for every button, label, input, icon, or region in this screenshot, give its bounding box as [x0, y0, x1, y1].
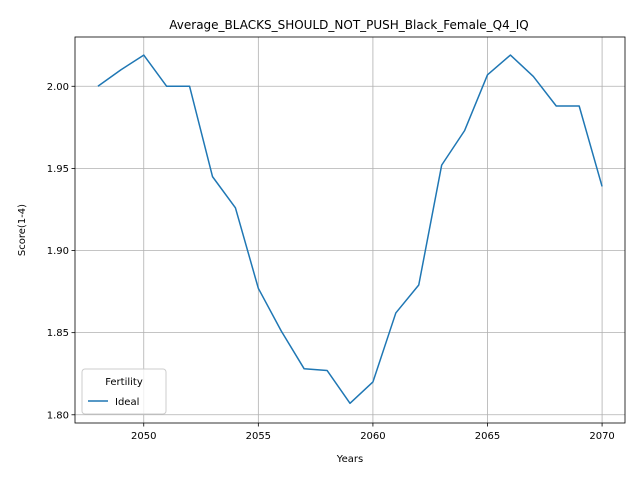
y-axis-label: Score(1-4)	[17, 204, 28, 256]
legend-title: Fertility	[105, 377, 143, 388]
x-tick-label: 2065	[475, 431, 500, 442]
y-tick-label: 1.85	[47, 328, 69, 339]
grid-lines	[75, 37, 625, 423]
x-tick-label: 2070	[589, 431, 614, 442]
legend: Fertility Ideal	[81, 368, 167, 415]
axis-ticks: 2050 2055 2060 2065 2070 1.80 1.85 1.90 1.95 2.00	[47, 82, 615, 442]
series-line-ideal	[97, 54, 603, 405]
x-tick-label: 2050	[131, 431, 156, 442]
y-tick-label: 1.90	[47, 246, 69, 257]
y-tick-label: 1.95	[47, 164, 69, 175]
x-tick-label: 2055	[246, 431, 271, 442]
chart-title: Average_BLACKS_SHOULD_NOT_PUSH_Black_Fem…	[169, 18, 528, 32]
x-tick-label: 2060	[360, 431, 385, 442]
series-layer	[97, 54, 603, 405]
legend-box	[81, 368, 167, 415]
plot-frame	[74, 36, 626, 424]
y-tick-label: 2.00	[47, 82, 69, 93]
y-tick-label: 1.80	[47, 410, 69, 421]
legend-entry-ideal: Ideal	[115, 397, 139, 408]
x-axis-label: Years	[336, 454, 363, 465]
